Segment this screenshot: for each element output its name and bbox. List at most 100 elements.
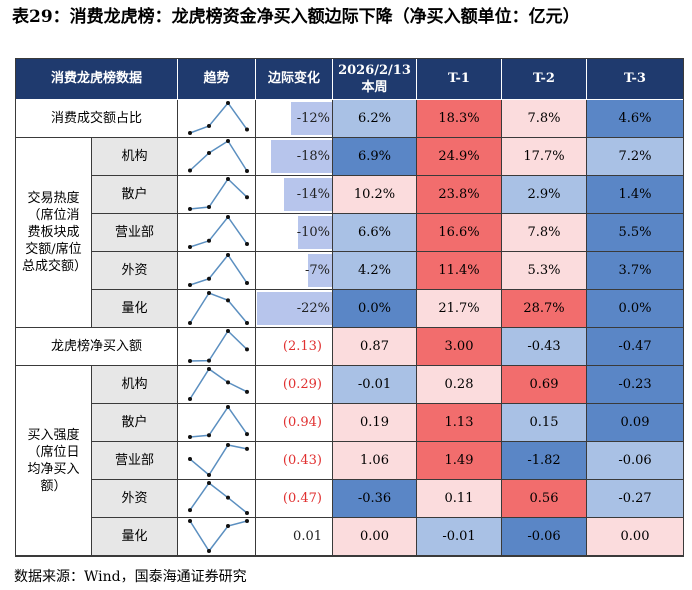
change-cell: (0.43) [256,442,333,480]
row-label: 散户 [92,176,178,214]
change-value: (0.29) [282,377,322,392]
value-cell: 11.4% [417,252,502,290]
sparkline-point [245,446,249,451]
sparkline-point [226,443,230,447]
sparkline-point [226,524,230,528]
change-value: -12% [296,111,330,126]
row-label: 消费成交额占比 [16,100,178,138]
trend-cell [178,442,256,480]
row-label: 龙虎榜净买入额 [16,328,178,366]
value-cell: 0.0% [333,290,417,328]
value-cell: 28.7% [502,290,587,328]
value-cell: -0.27 [587,480,684,518]
row-label: 量化 [92,290,178,328]
value-cell: -0.06 [502,518,587,556]
change-value: -14% [296,187,330,202]
sparkline-point [226,177,230,181]
sparkline-point [188,457,192,462]
value-cell: 0.00 [587,518,684,556]
sparkline-point [207,123,211,128]
sparkline [188,405,249,439]
sparkline-line [189,405,248,438]
change-value: 0.01 [293,529,322,544]
trend-cell [178,176,256,214]
row-label: 量化 [92,518,178,556]
change-cell: (0.29) [256,366,333,404]
sparkline-point [207,367,211,371]
row-label: 机构 [92,138,178,176]
sparkline [188,253,249,287]
change-value: (0.47) [282,491,322,506]
sparkline-point [188,435,192,439]
value-cell: 7.8% [502,214,587,252]
sparkline-line [189,101,248,134]
value-cell: 4.2% [333,252,417,290]
trend-cell [178,138,256,176]
value-cell: -1.82 [502,442,587,480]
value-cell: 2.9% [502,176,587,214]
sparkline-point [226,215,230,219]
sparkline-point [207,291,211,295]
change-value: -18% [296,149,330,164]
value-cell: 0.11 [417,480,502,518]
sparkline-point [226,298,230,303]
value-cell: 0.19 [333,404,417,442]
change-cell: -18% [256,138,333,176]
sparkline-point [245,432,249,437]
value-cell: 0.28 [417,366,502,404]
trend-cell [178,480,256,518]
header-cell: 趋势 [178,58,256,100]
value-cell: 6.2% [333,100,417,138]
value-cell: 0.69 [502,366,587,404]
sparkline-point [226,380,230,385]
sparkline-point [245,195,249,200]
value-cell: 0.87 [333,328,417,366]
change-value: (2.13) [282,339,322,354]
value-cell: 5.5% [587,214,684,252]
group-label: 买入强度（席位日均净买入额） [16,366,92,556]
sparkline-point [188,359,192,363]
change-value: -10% [296,225,330,240]
header-cell: T-2 [502,58,587,100]
change-cell: (0.47) [256,480,333,518]
sparkline-line [189,367,248,400]
row-label: 营业部 [92,214,178,252]
value-cell: 6.6% [333,214,417,252]
trend-cell [178,518,256,556]
row-label: 机构 [92,366,178,404]
sparkline [188,101,249,135]
sparkline-line [189,139,248,172]
value-cell: 17.7% [502,138,587,176]
sparkline-point [245,281,249,286]
value-cell: 1.06 [333,442,417,480]
change-bar [291,102,332,135]
change-cell: -10% [256,214,333,252]
sparkline-line [189,215,248,248]
value-cell: 1.49 [417,442,502,480]
value-cell: -0.01 [333,366,417,404]
value-cell: 5.3% [502,252,587,290]
value-cell: 6.9% [333,138,417,176]
sparkline [188,291,249,325]
row-label: 散户 [92,404,178,442]
value-cell: 7.2% [587,138,684,176]
sparkline-point [245,169,249,173]
sparkline-point [245,347,249,352]
sparkline-line [189,292,248,324]
sparkline-point [207,238,211,243]
value-cell: 3.00 [417,328,502,366]
sparkline-point [207,358,211,363]
value-cell: 24.9% [417,138,502,176]
value-cell: 0.09 [587,404,684,442]
change-bar [270,140,332,173]
sparkline-point [207,473,211,477]
sparkline-point [188,321,192,325]
change-value: (0.94) [282,415,322,430]
sparkline-point [245,519,249,523]
change-value: -7% [304,263,330,278]
value-cell: -0.06 [587,442,684,480]
value-cell: 16.6% [417,214,502,252]
value-cell: -0.43 [502,328,587,366]
